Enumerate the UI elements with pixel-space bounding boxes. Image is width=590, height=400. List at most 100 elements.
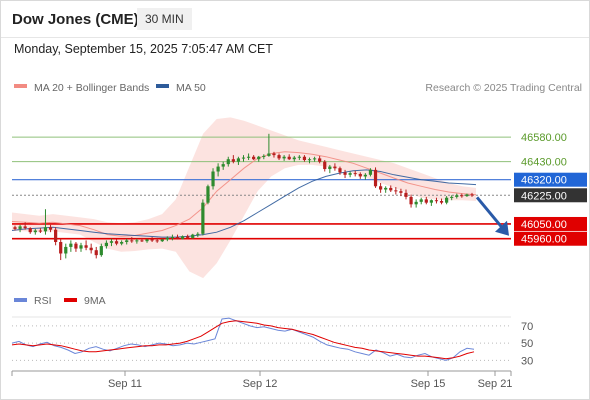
candle-23-body <box>125 240 129 243</box>
candle-26-body <box>140 240 144 242</box>
candle-38-body <box>201 202 205 234</box>
rsi-legend-swatch-1 <box>14 298 27 302</box>
bollinger-band <box>12 117 476 279</box>
legend-swatch-2 <box>156 84 169 88</box>
timeframe-badge[interactable]: 30 MIN <box>137 8 192 30</box>
candle-78-body <box>404 192 408 197</box>
candle-15-body <box>84 245 88 248</box>
candle-35-body <box>186 236 190 238</box>
candle-75-body <box>389 187 393 191</box>
x-tick-label-1: Sep 11 <box>108 378 142 390</box>
candle-88-body <box>455 195 459 197</box>
candle-76-body <box>394 190 398 192</box>
candle-24-body <box>130 240 134 242</box>
candle-25-body <box>135 240 139 242</box>
candle-33-body <box>175 237 180 239</box>
candle-31-body <box>165 237 169 240</box>
instrument-title: Dow Jones (CME) <box>12 11 139 28</box>
candle-43-body <box>226 159 230 165</box>
rsi-line <box>11 317 475 361</box>
rsi-legend-swatch-2 <box>64 298 77 302</box>
candle-74-body <box>384 187 388 190</box>
ma50-line <box>11 169 477 238</box>
candle-71-body <box>368 169 373 175</box>
candle-91-body <box>470 194 474 196</box>
candle-4-body <box>28 228 32 233</box>
candle-83-body <box>429 200 433 203</box>
candle-73-body <box>379 186 383 190</box>
candle-28-body <box>150 239 154 241</box>
candle-13-body <box>74 243 78 249</box>
candle-59-body <box>307 159 312 161</box>
candle-5-body <box>33 230 37 233</box>
candle-2-body <box>18 226 22 229</box>
candle-11-body <box>64 246 68 254</box>
candle-22-body <box>120 242 124 244</box>
candle-48-body <box>252 156 256 160</box>
legend-swatch-1 <box>14 84 27 88</box>
rsi-legend-label-2: 9MA <box>84 295 106 307</box>
candle-8-body <box>48 227 53 230</box>
candle-61-body <box>318 158 322 162</box>
candle-32-body <box>170 237 175 239</box>
level-46320-badge <box>514 172 587 187</box>
rsi-9ma-line <box>11 320 475 360</box>
ma20-line <box>11 151 477 237</box>
candle-30-body <box>160 239 164 242</box>
candle-77-body <box>399 191 403 193</box>
candle-29-body <box>155 240 159 242</box>
candle-89-body <box>460 195 464 197</box>
legend-label-1: MA 20 + Bollinger Bands <box>34 82 149 94</box>
candle-53-body <box>277 155 281 159</box>
credit-label: Research © 2025 Trading Central <box>425 82 582 94</box>
projection-arrow-shaft <box>475 196 505 230</box>
candle-84-body <box>434 200 439 202</box>
candle-9-body <box>54 229 58 243</box>
level-45960-badge <box>514 231 587 246</box>
candle-72-body <box>373 169 378 187</box>
candle-49-body <box>257 156 261 160</box>
candle-70-body <box>363 174 367 177</box>
candle-18-body <box>99 246 103 256</box>
candle-80-body <box>414 201 418 205</box>
candle-87-body <box>450 196 454 198</box>
candle-17-body <box>94 250 98 256</box>
candle-67-body <box>348 173 352 175</box>
candle-65-body <box>338 168 342 173</box>
candle-63-body <box>328 166 332 170</box>
candle-51-body <box>267 153 271 156</box>
candle-1-body <box>13 227 17 229</box>
candle-82-body <box>424 199 428 203</box>
candle-66-body <box>343 172 347 175</box>
level-46225-label: 46225.00 <box>521 190 567 202</box>
candle-45-body <box>236 158 241 162</box>
candle-46-body <box>241 157 246 159</box>
level-46050-badge <box>514 216 587 231</box>
candle-36-body <box>191 234 195 238</box>
projection-arrow-head <box>495 220 509 236</box>
candle-60-body <box>312 158 317 160</box>
candle-42-body <box>221 164 225 167</box>
candle-34-body <box>180 236 185 239</box>
candle-16-body <box>89 247 93 251</box>
x-tick-label-4: Sep 21 <box>478 378 513 390</box>
candle-58-body <box>302 156 307 161</box>
candle-90-body <box>465 194 469 197</box>
candle-3-body <box>23 226 27 229</box>
candle-85-body <box>439 201 444 203</box>
candle-10-body <box>59 242 63 254</box>
x-tick-label-3: Sep 15 <box>411 378 446 390</box>
level-46430-label: 46430.00 <box>521 157 567 169</box>
level-46050-label: 46050.00 <box>521 219 567 231</box>
candle-54-body <box>282 156 286 159</box>
candle-6-body <box>38 230 42 232</box>
candle-56-body <box>292 157 296 160</box>
x-tick-label-2: Sep 12 <box>243 378 278 390</box>
rsi-legend-label-1: RSI <box>34 295 52 307</box>
candle-40-body <box>211 171 215 187</box>
candle-37-body <box>196 233 200 235</box>
candle-81-body <box>419 199 423 202</box>
candle-86-body <box>445 197 449 203</box>
